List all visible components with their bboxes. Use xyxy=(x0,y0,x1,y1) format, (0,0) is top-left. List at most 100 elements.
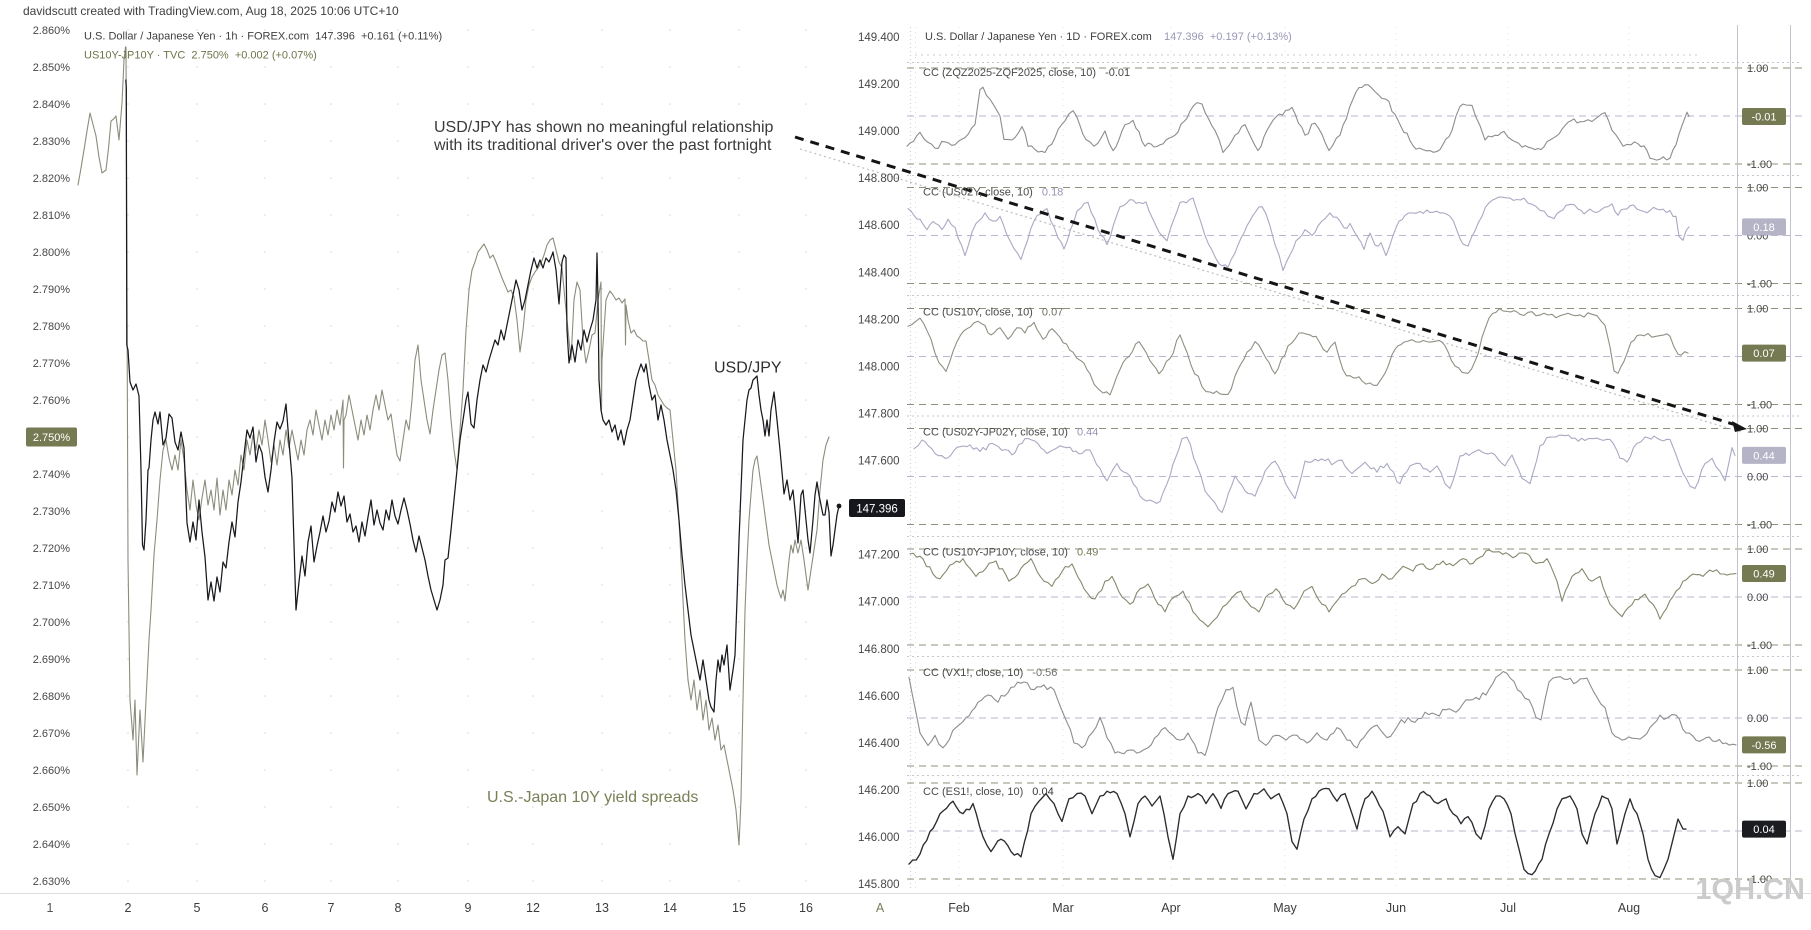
svg-text:148.800: 148.800 xyxy=(858,173,900,185)
svg-text:with its traditional driver's: with its traditional driver's over the p… xyxy=(433,137,772,154)
svg-text:0.44: 0.44 xyxy=(1753,450,1774,462)
svg-text:0.49: 0.49 xyxy=(1753,568,1774,580)
svg-text:0.00: 0.00 xyxy=(1747,713,1768,725)
svg-text:8: 8 xyxy=(395,901,402,915)
svg-text:146.600: 146.600 xyxy=(858,691,900,703)
svg-text:2.850%: 2.850% xyxy=(33,62,71,74)
svg-text:2.790%: 2.790% xyxy=(33,284,71,296)
svg-text:CC (US02Y, close, 10): CC (US02Y, close, 10) xyxy=(923,187,1033,199)
svg-text:2.660%: 2.660% xyxy=(33,765,71,777)
svg-text:0.04: 0.04 xyxy=(1753,824,1774,836)
svg-text:-1.00: -1.00 xyxy=(1747,279,1772,291)
svg-text:2.630%: 2.630% xyxy=(33,876,71,888)
svg-text:U.S.-Japan 10Y yield spreads: U.S.-Japan 10Y yield spreads xyxy=(487,789,698,806)
svg-text:149.000: 149.000 xyxy=(858,126,900,138)
svg-text:0.49: 0.49 xyxy=(1077,547,1098,559)
svg-text:12: 12 xyxy=(526,901,540,915)
svg-text:Mar: Mar xyxy=(1052,901,1074,915)
svg-text:148.400: 148.400 xyxy=(858,267,900,279)
svg-text:1.00: 1.00 xyxy=(1747,183,1768,195)
svg-text:6: 6 xyxy=(262,901,269,915)
svg-text:147.200: 147.200 xyxy=(858,550,900,562)
svg-text:5: 5 xyxy=(194,901,201,915)
svg-text:-1.00: -1.00 xyxy=(1747,640,1772,652)
svg-text:U.S. Dollar / Japanese Yen · 1: U.S. Dollar / Japanese Yen · 1h · FOREX.… xyxy=(84,31,442,43)
svg-text:13: 13 xyxy=(595,901,609,915)
svg-text:1: 1 xyxy=(47,901,54,915)
svg-text:2.680%: 2.680% xyxy=(33,691,71,703)
svg-text:-1.00: -1.00 xyxy=(1747,761,1772,773)
svg-text:2.670%: 2.670% xyxy=(33,728,71,740)
svg-text:148.000: 148.000 xyxy=(858,361,900,373)
svg-text:2.810%: 2.810% xyxy=(33,210,71,222)
svg-text:149.400: 149.400 xyxy=(858,32,900,44)
svg-text:2.750%: 2.750% xyxy=(33,432,71,444)
svg-text:1QH.CN: 1QH.CN xyxy=(1695,874,1805,906)
svg-text:CC (ES1!, close, 10): CC (ES1!, close, 10) xyxy=(923,786,1023,798)
svg-text:2.720%: 2.720% xyxy=(33,543,71,555)
svg-text:May: May xyxy=(1273,901,1297,915)
svg-text:0.07: 0.07 xyxy=(1753,348,1774,360)
svg-text:149.200: 149.200 xyxy=(858,79,900,91)
svg-text:1.00: 1.00 xyxy=(1747,778,1768,790)
svg-text:2.830%: 2.830% xyxy=(33,136,71,148)
svg-text:2.820%: 2.820% xyxy=(33,173,71,185)
svg-text:0.18: 0.18 xyxy=(1753,222,1774,234)
svg-text:Jun: Jun xyxy=(1386,901,1406,915)
svg-text:1.00: 1.00 xyxy=(1747,63,1768,75)
svg-text:USD/JPY: USD/JPY xyxy=(714,360,782,377)
svg-text:2.700%: 2.700% xyxy=(33,617,71,629)
svg-text:-1.00: -1.00 xyxy=(1747,400,1772,412)
svg-text:146.000: 146.000 xyxy=(858,832,900,844)
svg-text:-0.56: -0.56 xyxy=(1032,667,1057,679)
svg-text:2.860%: 2.860% xyxy=(33,25,71,37)
svg-text:-0.01: -0.01 xyxy=(1105,67,1130,79)
svg-text:CC (US10Y, close, 10): CC (US10Y, close, 10) xyxy=(923,307,1033,319)
svg-text:14: 14 xyxy=(663,901,677,915)
svg-text:-0.56: -0.56 xyxy=(1751,740,1776,752)
svg-text:16: 16 xyxy=(799,901,813,915)
svg-text:CC (ZQZ2025-ZQF2025, close, 10: CC (ZQZ2025-ZQF2025, close, 10) xyxy=(923,67,1096,79)
svg-text:2.640%: 2.640% xyxy=(33,839,71,851)
svg-text:0.04: 0.04 xyxy=(1032,786,1053,798)
svg-text:U.S. Dollar / Japanese Yen · 1: U.S. Dollar / Japanese Yen · 1D · FOREX.… xyxy=(925,31,1152,43)
svg-text:9: 9 xyxy=(465,901,472,915)
svg-text:146.400: 146.400 xyxy=(858,738,900,750)
svg-text:CC (US10Y-JP10Y, close, 10): CC (US10Y-JP10Y, close, 10) xyxy=(923,547,1068,559)
svg-text:2.650%: 2.650% xyxy=(33,802,71,814)
svg-text:2.780%: 2.780% xyxy=(33,321,71,333)
svg-text:1.00: 1.00 xyxy=(1747,665,1768,677)
svg-text:1.00: 1.00 xyxy=(1747,544,1768,556)
svg-text:2.710%: 2.710% xyxy=(33,580,71,592)
svg-text:2.690%: 2.690% xyxy=(33,654,71,666)
svg-text:CC (VX1!, close, 10): CC (VX1!, close, 10) xyxy=(923,667,1023,679)
svg-text:-1.00: -1.00 xyxy=(1747,159,1772,171)
svg-text:0.44: 0.44 xyxy=(1077,427,1098,439)
svg-text:Apr: Apr xyxy=(1161,901,1180,915)
svg-text:0.00: 0.00 xyxy=(1747,472,1768,484)
svg-text:Jul: Jul xyxy=(1500,901,1516,915)
svg-text:2.740%: 2.740% xyxy=(33,469,71,481)
svg-text:2.760%: 2.760% xyxy=(33,395,71,407)
svg-text:-1.00: -1.00 xyxy=(1747,874,1772,886)
svg-text:CC (US02Y-JP02Y, close, 10): CC (US02Y-JP02Y, close, 10) xyxy=(923,427,1068,439)
svg-text:1.00: 1.00 xyxy=(1747,424,1768,436)
svg-text:Feb: Feb xyxy=(948,901,970,915)
svg-text:A: A xyxy=(876,901,885,915)
svg-text:147.000: 147.000 xyxy=(858,597,900,609)
svg-text:145.800: 145.800 xyxy=(858,879,900,891)
svg-text:-0.01: -0.01 xyxy=(1751,111,1776,123)
svg-text:146.800: 146.800 xyxy=(858,644,900,656)
svg-text:15: 15 xyxy=(732,901,746,915)
svg-text:2: 2 xyxy=(125,901,132,915)
svg-text:147.396: 147.396 xyxy=(856,504,898,516)
svg-text:0.07: 0.07 xyxy=(1042,307,1063,319)
svg-text:2.770%: 2.770% xyxy=(33,358,71,370)
svg-text:1.00: 1.00 xyxy=(1747,304,1768,316)
svg-text:147.600: 147.600 xyxy=(858,456,900,468)
svg-text:0.18: 0.18 xyxy=(1042,187,1063,199)
svg-text:davidscutt created with Tradin: davidscutt created with TradingView.com,… xyxy=(23,4,399,18)
svg-text:147.800: 147.800 xyxy=(858,408,900,420)
svg-text:7: 7 xyxy=(328,901,335,915)
svg-text:146.200: 146.200 xyxy=(858,785,900,797)
